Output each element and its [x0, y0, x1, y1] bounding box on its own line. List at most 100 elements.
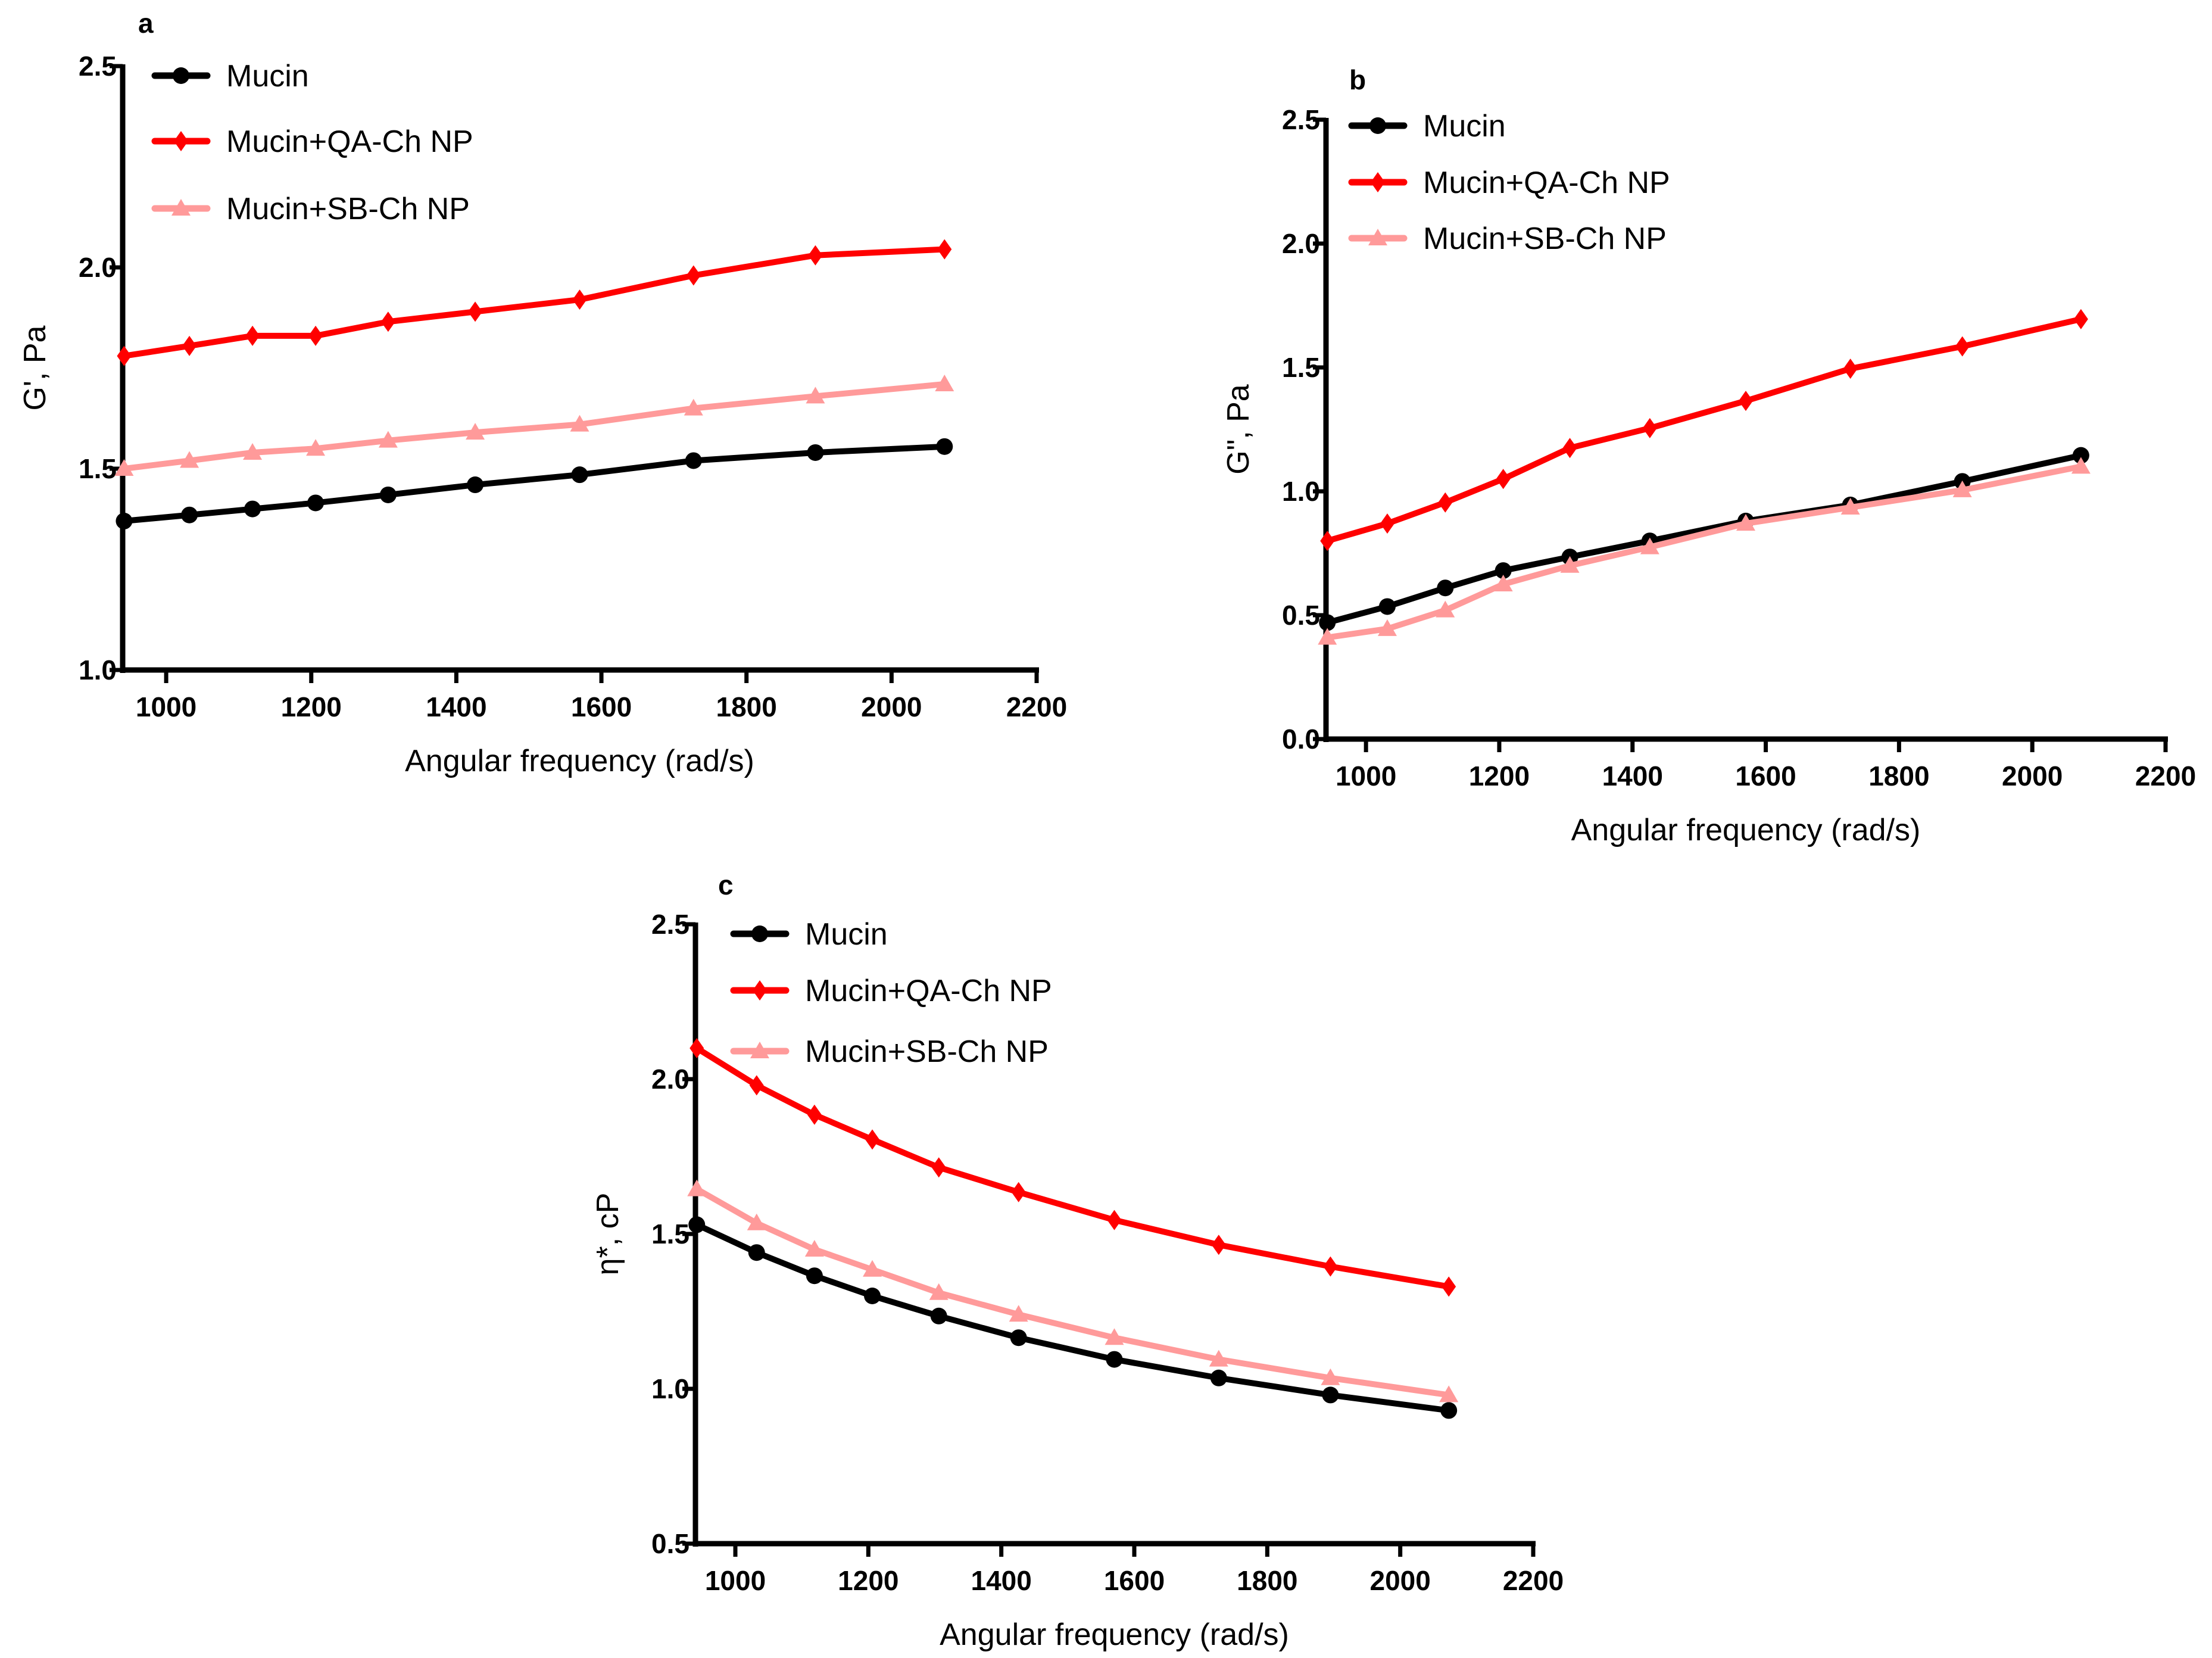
series-sb — [687, 1179, 1459, 1403]
panel-label: c — [718, 869, 734, 900]
data-point-diamond — [468, 301, 483, 322]
data-point-triangle — [306, 439, 326, 456]
series-mucin — [688, 1216, 1458, 1419]
data-point-circle — [1440, 1402, 1458, 1419]
data-point-triangle — [1840, 498, 1860, 515]
x-tick-label: 1800 — [716, 691, 777, 722]
legend-label: Mucin+QA-Ch NP — [226, 124, 473, 159]
series-mucin — [1319, 447, 2089, 631]
data-point-diamond — [1438, 492, 1453, 513]
y-tick-label: 1.0 — [651, 1373, 690, 1404]
x-tick-label: 1400 — [426, 691, 486, 722]
data-point-diamond — [937, 239, 952, 260]
x-tick-label: 2200 — [1006, 691, 1067, 722]
data-point-circle — [1210, 1369, 1227, 1386]
data-point-diamond — [1320, 531, 1335, 551]
data-point-triangle — [1560, 556, 1580, 573]
y-tick-label: 1.5 — [651, 1218, 690, 1249]
data-point-diamond — [749, 1075, 764, 1096]
data-point-triangle — [1318, 628, 1337, 645]
y-tick-label: 1.5 — [1282, 352, 1320, 383]
data-point-triangle — [863, 1260, 882, 1277]
series-line — [695, 1186, 1449, 1398]
legend-label: Mucin+QA-Ch NP — [805, 974, 1052, 1008]
data-point-circle — [467, 476, 484, 494]
data-point-circle — [244, 500, 261, 518]
x-tick-label: 1400 — [1602, 761, 1663, 791]
x-tick-label: 1600 — [1104, 1565, 1165, 1596]
data-point-triangle — [466, 423, 485, 440]
data-point-diamond — [1011, 1182, 1026, 1202]
y-tick-label: 2.0 — [651, 1064, 690, 1095]
chart-panel-c: c 1000 1200 1400 1600 1800 2000 2200 0.5 1.0 1.5 2.… — [591, 869, 1564, 1652]
data-point-triangle — [2071, 457, 2091, 474]
data-point-circle — [379, 486, 397, 503]
x-axis-label: Angular frequency (rad/s) — [405, 744, 754, 778]
data-point-triangle — [1493, 575, 1513, 591]
data-point-circle — [1495, 562, 1512, 579]
x-tick-label: 1200 — [838, 1565, 898, 1596]
data-point-triangle — [935, 375, 954, 392]
data-point-diamond — [1562, 438, 1577, 459]
data-point-triangle — [1952, 480, 1972, 497]
legend-label: Mucin+QA-Ch NP — [1423, 166, 1670, 200]
data-point-diamond — [1496, 469, 1511, 490]
data-point-circle — [1106, 1351, 1123, 1368]
data-point-circle — [1378, 598, 1396, 615]
series-line — [123, 443, 945, 524]
legend-marker-triangle — [750, 1042, 769, 1058]
legend-marker-triangle — [171, 199, 191, 216]
data-point-diamond — [690, 1038, 704, 1058]
x-axis-label: Angular frequency (rad/s) — [1571, 813, 1921, 847]
data-point-triangle — [687, 1179, 707, 1196]
x-tick-label: 1000 — [136, 691, 196, 722]
data-point-triangle — [378, 431, 398, 448]
x-tick-label: 1800 — [1868, 761, 1929, 791]
data-point-circle — [181, 506, 198, 523]
series-sb — [114, 375, 954, 476]
x-tick-label: 1000 — [1336, 761, 1396, 791]
data-point-diamond — [865, 1129, 880, 1150]
data-point-triangle — [1009, 1305, 1028, 1322]
data-point-triangle — [1377, 619, 1397, 636]
legend-item: Mucin+SB-Ch NP — [151, 192, 470, 226]
y-tick-label: 2.5 — [79, 51, 117, 82]
data-point-triangle — [1640, 537, 1659, 554]
panel-label: a — [138, 8, 154, 39]
data-point-circle — [1437, 579, 1454, 597]
x-tick-label: 1400 — [971, 1565, 1031, 1596]
data-point-triangle — [1209, 1350, 1228, 1367]
data-point-circle — [685, 452, 702, 469]
legend-marker-circle — [751, 925, 768, 942]
x-tick-label: 2000 — [1369, 1565, 1430, 1596]
y-tick-label: 2.5 — [651, 909, 690, 940]
x-tick-label: 1600 — [1735, 761, 1796, 791]
data-point-circle — [571, 466, 588, 484]
legend-item: Mucin+QA-Ch NP — [1348, 166, 1670, 200]
data-point-diamond — [686, 265, 701, 286]
data-point-triangle — [1436, 600, 1455, 618]
legend-item: Mucin+QA-Ch NP — [151, 124, 473, 159]
y-tick-label: 1.0 — [1282, 476, 1320, 507]
data-point-diamond — [245, 325, 260, 346]
data-point-diamond — [931, 1157, 946, 1178]
x-tick-label: 1600 — [571, 691, 632, 722]
data-point-triangle — [180, 451, 199, 468]
data-point-circle — [806, 1267, 823, 1285]
y-tick-label: 1.5 — [79, 453, 117, 484]
series-qa — [690, 1038, 1456, 1297]
x-tick-label: 1200 — [281, 691, 342, 722]
data-point-diamond — [2073, 308, 2088, 329]
x-axis-label: Angular frequency (rad/s) — [940, 1618, 1289, 1652]
data-point-circle — [936, 438, 953, 455]
data-point-circle — [1322, 1386, 1339, 1404]
series-line — [1326, 452, 2082, 626]
data-point-circle — [2072, 447, 2089, 464]
data-point-diamond — [308, 325, 323, 346]
data-point-diamond — [1843, 359, 1858, 379]
legend-marker-diamond — [174, 131, 188, 151]
y-axis-label: G', Pa — [18, 325, 52, 410]
data-point-diamond — [1442, 1276, 1456, 1297]
series-line — [695, 1221, 1449, 1414]
x-tick-label: 1000 — [705, 1565, 766, 1596]
